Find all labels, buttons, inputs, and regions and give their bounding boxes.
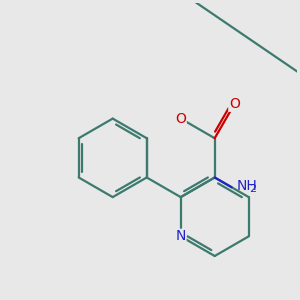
Text: O: O <box>175 112 186 126</box>
Text: 2: 2 <box>249 184 256 194</box>
Text: O: O <box>229 97 240 111</box>
Text: NH: NH <box>237 179 258 193</box>
Text: N: N <box>176 230 186 243</box>
